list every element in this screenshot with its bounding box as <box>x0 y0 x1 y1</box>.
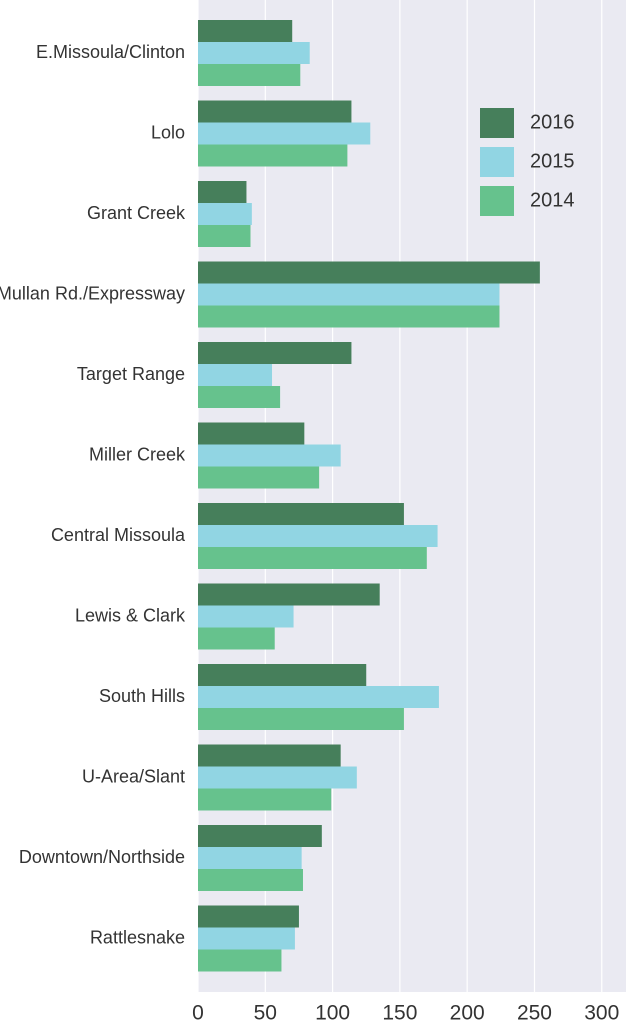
legend-label: 2016 <box>530 111 575 133</box>
bar <box>198 905 299 928</box>
bar <box>198 605 294 628</box>
legend-label: 2014 <box>530 189 575 211</box>
bar <box>198 466 320 489</box>
y-tick-label: E.Missoula/Clinton <box>36 42 185 62</box>
y-tick-label: Lolo <box>151 122 185 142</box>
bar <box>198 42 310 64</box>
bar <box>198 525 438 547</box>
x-tick-label: 50 <box>254 1002 277 1025</box>
bar <box>198 181 247 203</box>
legend-label: 2015 <box>530 150 575 172</box>
y-tick-label: Downtown/Northside <box>19 847 185 867</box>
y-tick-label: U-Area/Slant <box>82 766 185 786</box>
bar <box>198 203 252 225</box>
bar <box>198 766 357 789</box>
bar <box>198 583 380 606</box>
bar <box>198 283 500 306</box>
bar <box>198 949 282 972</box>
y-tick-label: South Hills <box>99 686 185 706</box>
y-tick-label: Target Range <box>77 364 185 384</box>
bar <box>198 386 281 408</box>
bar <box>198 927 295 950</box>
legend-swatch <box>480 108 514 138</box>
bar <box>198 708 404 730</box>
bar <box>198 664 367 686</box>
bar <box>198 342 352 364</box>
bar <box>198 305 500 328</box>
bar <box>198 627 275 650</box>
y-tick-label: Central Missoula <box>51 525 186 545</box>
y-tick-label: Mullan Rd./Expressway <box>0 283 185 303</box>
bar <box>198 422 305 445</box>
bar <box>198 122 371 145</box>
y-tick-label: Miller Creek <box>89 444 186 464</box>
legend-swatch <box>480 186 514 216</box>
y-tick-label: Grant Creek <box>87 203 186 223</box>
bar <box>198 20 293 42</box>
x-tick-label: 300 <box>584 1002 619 1025</box>
bar <box>198 144 348 167</box>
bar <box>198 744 341 767</box>
bar <box>198 444 341 467</box>
bar <box>198 869 303 891</box>
bar <box>198 364 273 386</box>
bar <box>198 64 301 86</box>
bar <box>198 847 302 869</box>
y-tick-label: Rattlesnake <box>90 927 185 947</box>
x-tick-label: 250 <box>517 1002 552 1025</box>
bar <box>198 100 352 123</box>
bar <box>198 547 427 569</box>
x-tick-label: 0 <box>192 1002 204 1025</box>
bar <box>198 788 332 811</box>
x-tick-label: 100 <box>315 1002 350 1025</box>
bar <box>198 686 439 708</box>
bar <box>198 261 540 284</box>
x-tick-label: 150 <box>382 1002 417 1025</box>
y-tick-label: Lewis & Clark <box>75 605 186 625</box>
x-tick-label: 200 <box>450 1002 485 1025</box>
bar <box>198 825 322 847</box>
bar <box>198 503 404 525</box>
legend-swatch <box>480 147 514 177</box>
bar <box>198 225 251 247</box>
